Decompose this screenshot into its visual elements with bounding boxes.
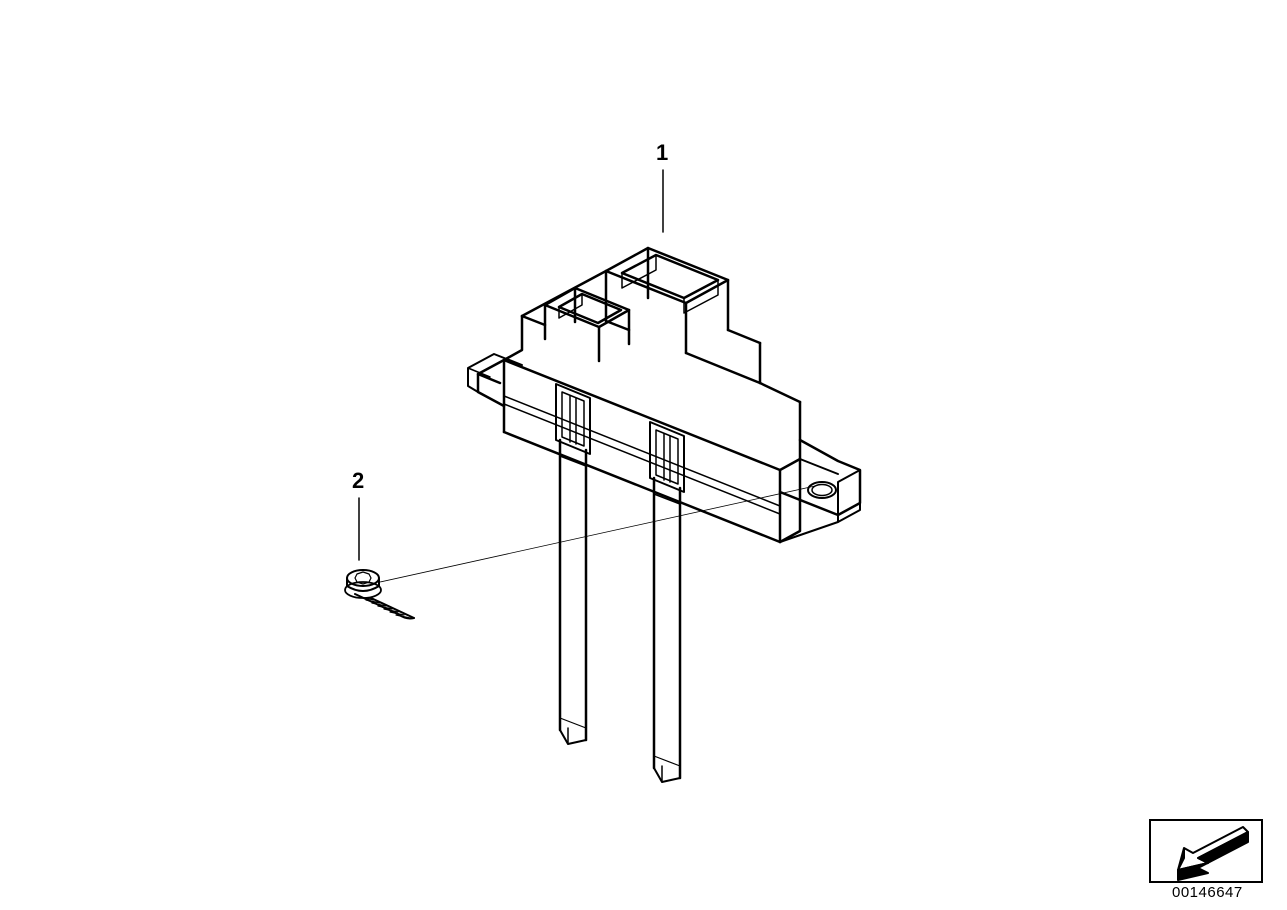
diagram-svg bbox=[0, 0, 1287, 910]
connector-block bbox=[468, 248, 860, 782]
screw bbox=[345, 570, 414, 619]
diagram-canvas: 1 2 00146647 bbox=[0, 0, 1287, 910]
footer-direction-box bbox=[1150, 820, 1262, 882]
